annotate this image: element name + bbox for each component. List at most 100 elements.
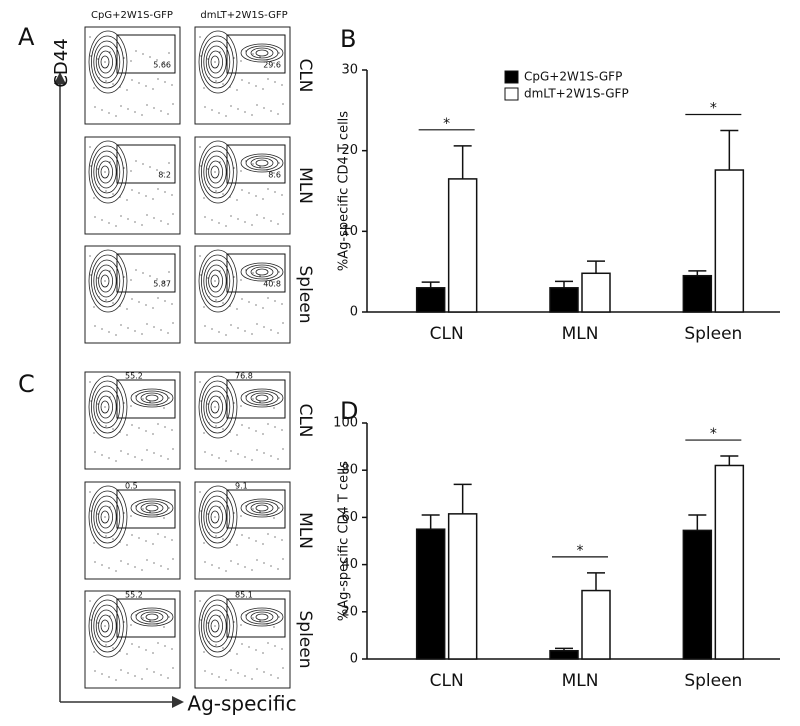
dot xyxy=(152,198,154,200)
contour xyxy=(98,614,113,638)
y-tick-label: 0 xyxy=(350,305,358,320)
contour xyxy=(93,40,121,84)
dot xyxy=(101,564,103,566)
dot xyxy=(130,170,132,172)
gate xyxy=(116,253,176,293)
dot xyxy=(105,80,107,82)
dot xyxy=(203,87,205,89)
dot xyxy=(172,213,174,215)
dot xyxy=(171,84,173,86)
dot xyxy=(240,624,242,626)
panel-letter: D xyxy=(340,397,358,425)
flow-plot xyxy=(194,481,291,580)
y-tick-label: 80 xyxy=(341,463,358,478)
contour xyxy=(88,30,128,94)
gate xyxy=(226,34,286,74)
dot xyxy=(225,460,227,462)
dot xyxy=(199,600,201,602)
bar xyxy=(581,272,611,313)
contour xyxy=(255,613,269,621)
error-bar xyxy=(688,514,707,531)
dot xyxy=(164,81,166,83)
dot xyxy=(104,61,106,63)
dot xyxy=(130,515,132,517)
gate-value: 0.5 xyxy=(125,482,138,491)
dot xyxy=(278,162,280,164)
dot xyxy=(251,569,253,571)
bar xyxy=(682,274,713,313)
dot xyxy=(141,333,143,335)
dot xyxy=(98,187,100,189)
dot xyxy=(256,668,258,670)
dot xyxy=(199,381,201,383)
legend-label: CpG+2W1S-GFP xyxy=(524,70,622,84)
dot xyxy=(141,678,143,680)
contour xyxy=(203,385,231,429)
dot xyxy=(97,403,99,405)
dot xyxy=(98,641,100,643)
dot xyxy=(127,327,129,329)
dot xyxy=(135,160,137,162)
contour xyxy=(245,390,279,406)
dot xyxy=(230,450,232,452)
dot xyxy=(281,303,283,305)
gate-value: 40.8 xyxy=(263,280,281,289)
dot xyxy=(203,306,205,308)
dot xyxy=(199,36,201,38)
dot xyxy=(167,677,169,679)
dot xyxy=(273,517,275,519)
dot xyxy=(273,62,275,64)
dot xyxy=(277,677,279,679)
dot xyxy=(168,162,170,164)
dot xyxy=(200,400,202,402)
dot xyxy=(256,323,258,325)
bar xyxy=(549,287,579,313)
dot xyxy=(199,491,201,493)
y-tick-label: 100 xyxy=(333,416,358,431)
contour xyxy=(93,495,121,539)
dot xyxy=(152,307,154,309)
dot xyxy=(281,539,283,541)
dot xyxy=(146,559,148,561)
dot xyxy=(149,56,151,58)
panel-letter: C xyxy=(18,370,35,398)
dot xyxy=(244,675,246,677)
dot xyxy=(89,491,91,493)
dot xyxy=(252,398,254,400)
dot xyxy=(200,165,202,167)
dot xyxy=(126,653,128,655)
dot xyxy=(167,223,169,225)
dot xyxy=(248,82,250,84)
dot xyxy=(214,625,216,627)
row-label: Spleen xyxy=(295,266,315,324)
dot xyxy=(256,449,258,451)
dot xyxy=(277,332,279,334)
dot xyxy=(138,427,140,429)
contour xyxy=(210,619,220,633)
dot xyxy=(164,426,166,428)
gate-value: 76.8 xyxy=(235,372,253,381)
contour xyxy=(100,165,110,179)
dot xyxy=(104,171,106,173)
dot xyxy=(104,625,106,627)
dot xyxy=(252,163,254,165)
x-tick-label: CLN xyxy=(430,671,464,691)
dot xyxy=(248,537,250,539)
contour xyxy=(88,375,128,439)
dot xyxy=(145,304,147,306)
gate xyxy=(116,34,176,74)
dot xyxy=(167,332,169,334)
dot xyxy=(251,678,253,680)
dot xyxy=(163,172,165,174)
dot xyxy=(222,83,224,85)
dot xyxy=(168,616,170,618)
dot xyxy=(203,432,205,434)
dot xyxy=(112,83,114,85)
dot xyxy=(120,105,122,107)
gate-value: 5.87 xyxy=(153,280,171,289)
dot xyxy=(138,82,140,84)
dot xyxy=(274,536,276,538)
contour xyxy=(145,504,159,512)
dot xyxy=(109,270,111,272)
dot xyxy=(108,222,110,224)
